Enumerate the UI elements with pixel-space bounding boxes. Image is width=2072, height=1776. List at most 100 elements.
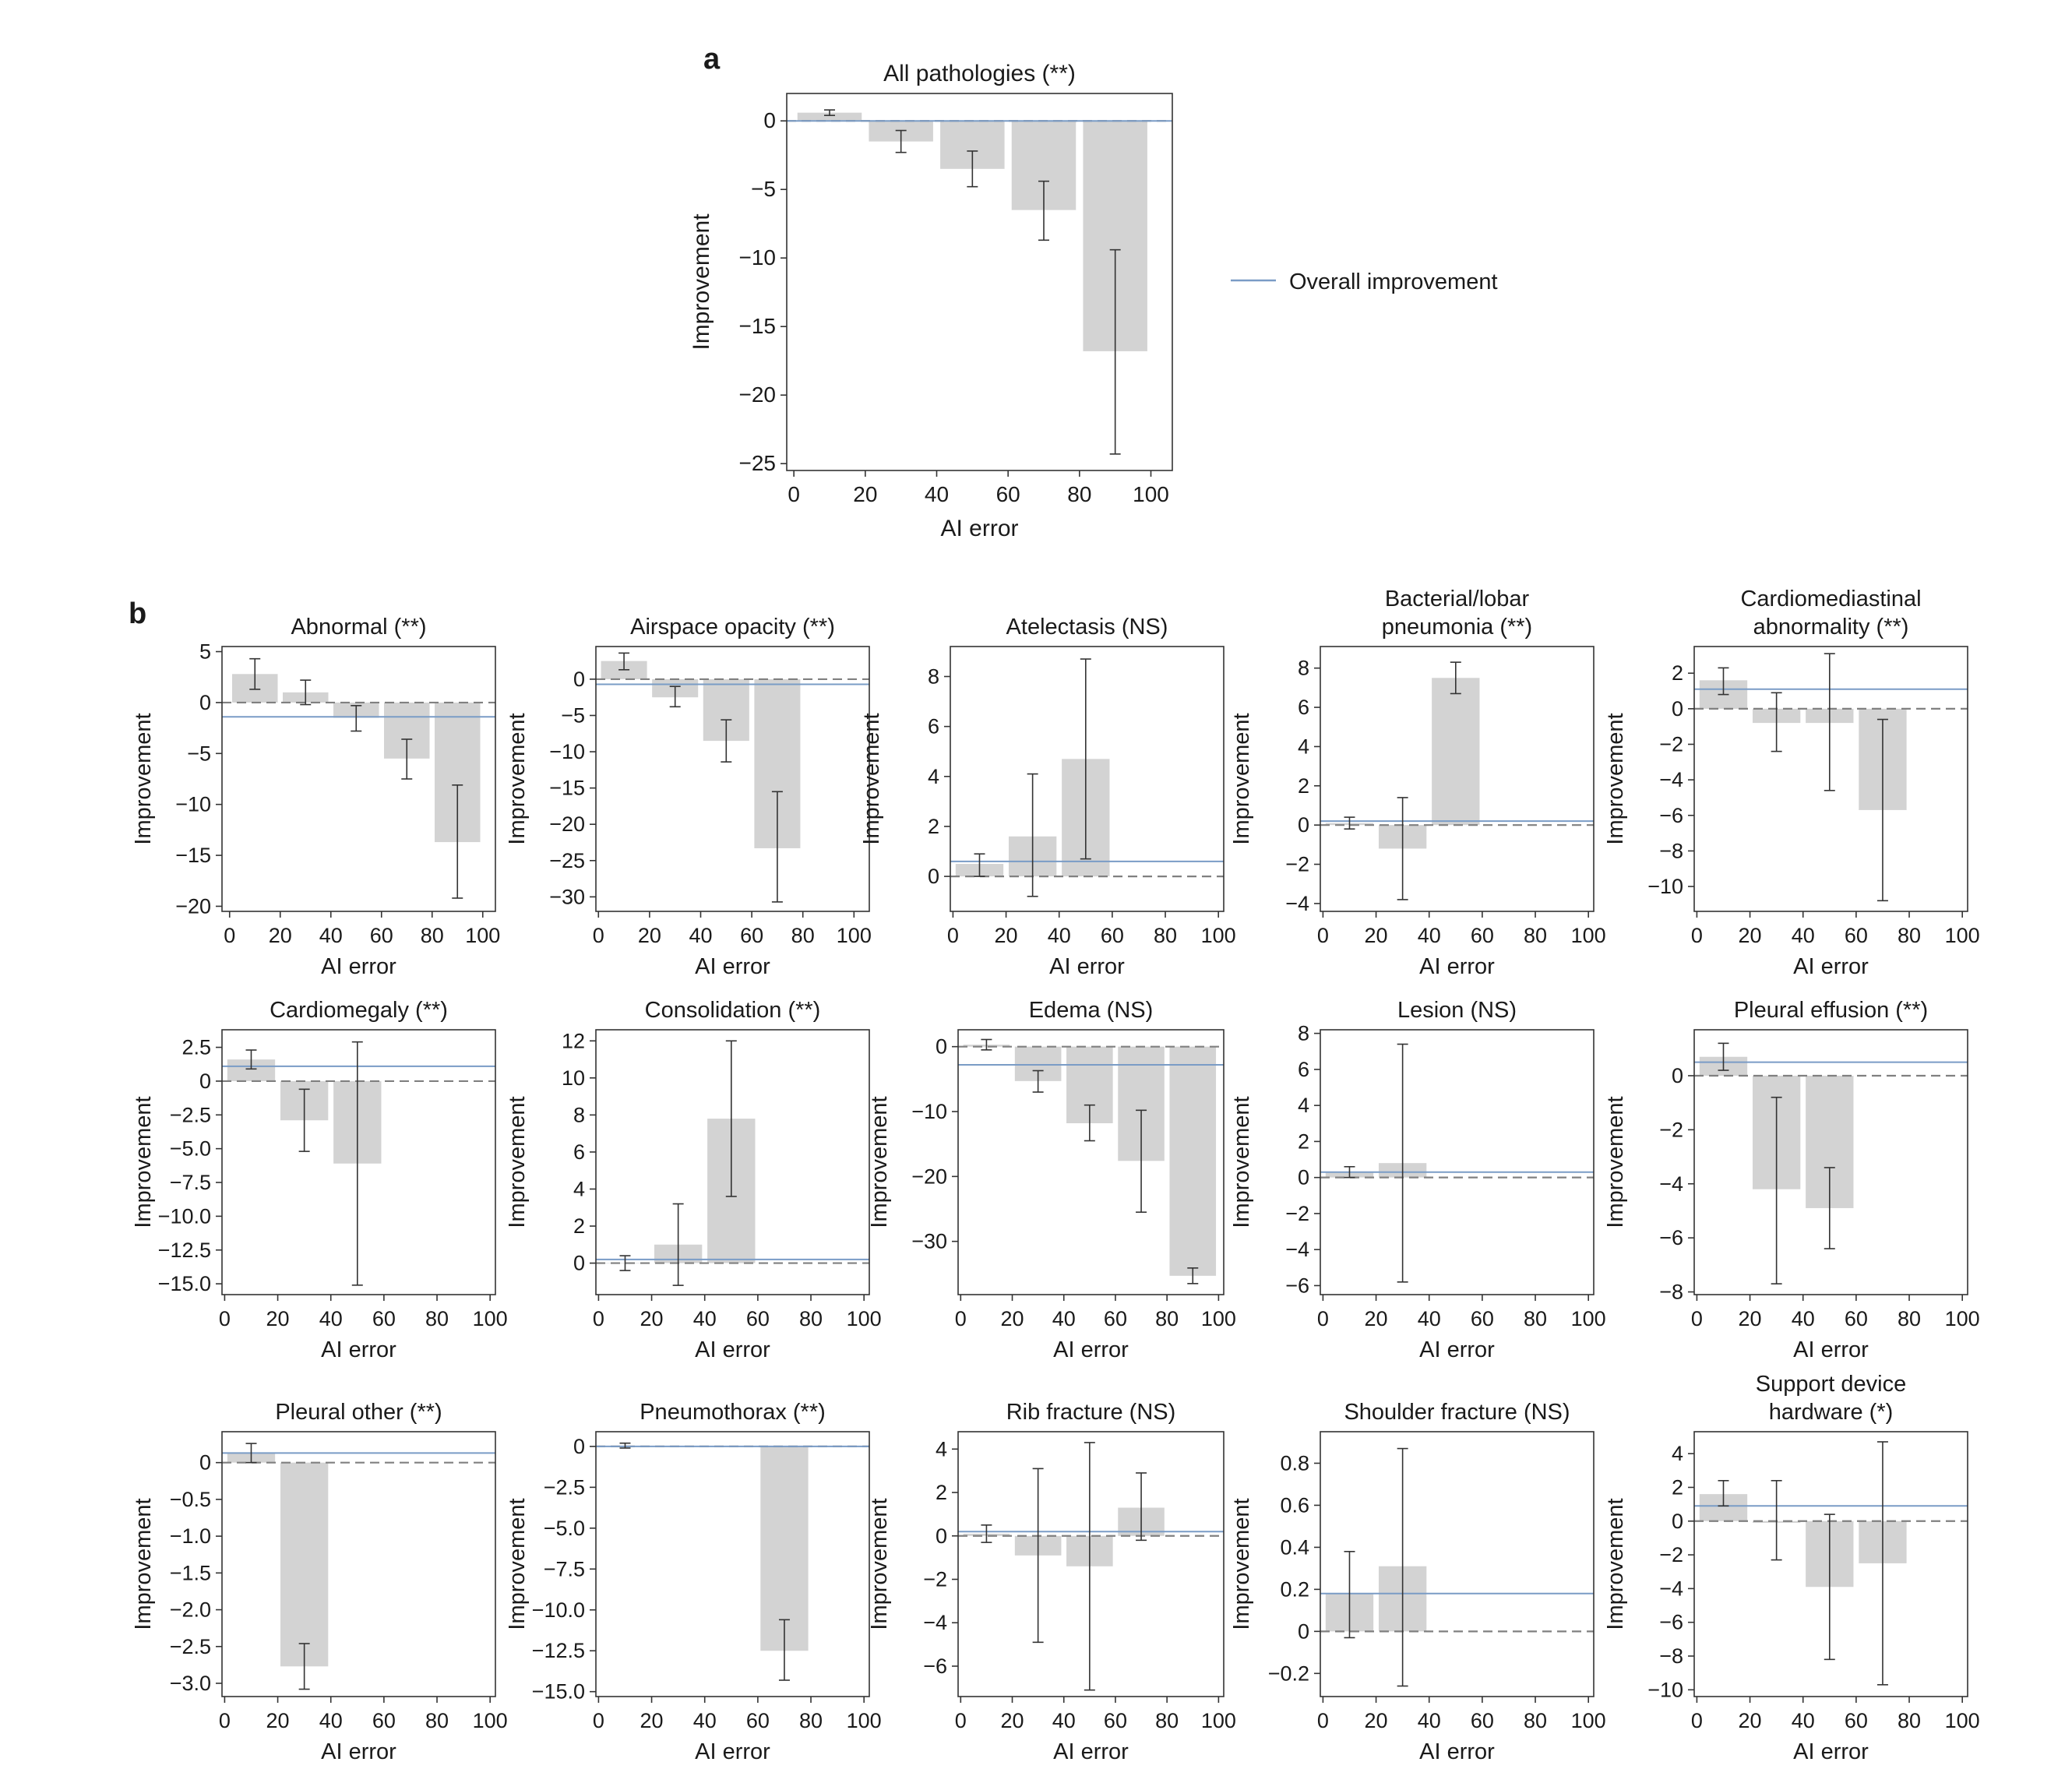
plot-frame — [595, 1431, 870, 1697]
x-tick-label: 80 — [1524, 924, 1547, 947]
legend: Overall improvement — [1231, 270, 1498, 294]
x-tick-label: 20 — [1365, 1307, 1388, 1330]
y-tick-label: 0 — [573, 1252, 585, 1275]
y-tick-label: 4 — [928, 765, 939, 788]
x-tick-label: 40 — [1792, 1307, 1815, 1330]
x-tick-label: 0 — [219, 1709, 231, 1732]
error-bar — [1084, 1442, 1095, 1691]
x-tick-label: 20 — [1365, 924, 1388, 947]
y-axis-label: Improvement — [867, 1096, 892, 1228]
bar — [1169, 1046, 1217, 1276]
error-bar — [298, 1643, 310, 1690]
y-tick-label: 6 — [573, 1140, 585, 1164]
y-tick-label: −6 — [1659, 1611, 1683, 1634]
x-tick-label: 20 — [1739, 1709, 1762, 1732]
x-tick-label: 80 — [1524, 1307, 1547, 1330]
chart-title: Airspace opacity (**) — [630, 615, 835, 640]
x-tick-label: 100 — [847, 1307, 882, 1330]
x-tick-label: 0 — [1691, 1709, 1703, 1732]
error-bar — [1824, 1513, 1835, 1661]
y-tick-label: −2 — [1659, 733, 1683, 756]
y-tick-label: −15 — [739, 314, 777, 338]
y-tick-label: 2 — [928, 815, 939, 838]
y-tick-label: 8 — [928, 664, 939, 688]
y-tick-label: −4 — [1285, 892, 1309, 915]
y-tick-label: 4 — [573, 1177, 585, 1200]
plot-frame — [1320, 1029, 1595, 1295]
y-tick-label: −4 — [1659, 768, 1683, 791]
panel-label-b: b — [129, 597, 146, 630]
chart-12: 0 −0.5 −1.0 −1.5 −2.0 −2.5 −3.0 0 20 40 60 80 100 AI … — [131, 1400, 508, 1764]
x-tick-label: 80 — [425, 1709, 449, 1732]
y-axis-label: Improvement — [1603, 713, 1628, 844]
bar — [797, 112, 862, 122]
error-bar — [895, 129, 907, 153]
chart-title: abnormality (**) — [1753, 615, 1909, 640]
x-tick-label: 60 — [746, 1709, 770, 1732]
error-bar — [669, 685, 681, 708]
y-tick-label: 4 — [1672, 1442, 1683, 1465]
chart-title: pneumonia (**) — [1382, 615, 1532, 640]
x-tick-label: 0 — [1691, 924, 1703, 947]
x-tick-label: 40 — [1052, 1307, 1076, 1330]
x-tick-label: 40 — [1418, 924, 1441, 947]
x-tick-label: 20 — [853, 482, 877, 506]
x-tick-label: 60 — [1845, 1709, 1868, 1732]
y-tick-label: 5 — [199, 640, 211, 664]
x-tick-label: 100 — [473, 1709, 508, 1732]
x-tick-label: 0 — [593, 1307, 604, 1330]
x-tick-label: 100 — [473, 1307, 508, 1330]
x-tick-label: 20 — [1001, 1709, 1024, 1732]
chart-title: Cardiomegaly (**) — [270, 998, 448, 1023]
y-tick-label: −25 — [739, 451, 777, 475]
x-axis-label: AI error — [695, 954, 770, 979]
chart-11: 0 −2 −4 −6 −8 0 20 40 60 80 100 AI error Improvement… — [1603, 998, 1980, 1362]
y-tick-label: −5.0 — [170, 1137, 211, 1161]
x-tick-label: 60 — [370, 924, 393, 947]
x-tick-label: 20 — [640, 1307, 664, 1330]
y-tick-label: −20 — [911, 1165, 947, 1188]
bar — [280, 1462, 329, 1667]
y-tick-label: −4 — [1659, 1577, 1683, 1600]
x-tick-label: 20 — [269, 924, 292, 947]
y-tick-label: −6 — [1659, 1226, 1683, 1249]
y-tick-label: −4 — [1285, 1238, 1309, 1261]
error-bar — [1187, 1267, 1199, 1284]
x-axis-label: AI error — [321, 1337, 396, 1362]
chart-title: Shoulder fracture (NS) — [1344, 1400, 1570, 1425]
chart-title: All pathologies (**) — [883, 61, 1076, 86]
x-tick-label: 80 — [425, 1307, 449, 1330]
x-tick-label: 100 — [1945, 1709, 1980, 1732]
y-tick-label: 2 — [1298, 774, 1309, 798]
chart-title: Atelectasis (NS) — [1006, 615, 1168, 640]
x-tick-label: 80 — [791, 924, 815, 947]
x-tick-label: 0 — [1317, 1307, 1329, 1330]
y-tick-label: −2 — [1659, 1118, 1683, 1141]
y-tick-label: −7.5 — [544, 1557, 585, 1580]
error-bar — [351, 1041, 363, 1286]
y-tick-label: −25 — [549, 849, 585, 872]
y-axis-label: Improvement — [689, 213, 714, 351]
x-axis-label: AI error — [1049, 954, 1125, 979]
y-axis-label: Improvement — [859, 713, 884, 844]
x-tick-label: 20 — [995, 924, 1018, 947]
error-bar — [619, 1442, 631, 1449]
y-tick-label: 2 — [936, 1481, 947, 1504]
x-tick-label: 0 — [788, 482, 800, 506]
y-axis-label: Improvement — [1603, 1498, 1628, 1630]
y-tick-label: 0.8 — [1280, 1451, 1309, 1475]
x-tick-label: 60 — [1104, 1307, 1127, 1330]
x-tick-label: 80 — [1155, 1307, 1179, 1330]
y-tick-label: −10 — [549, 740, 585, 763]
x-tick-label: 100 — [465, 924, 500, 947]
x-tick-label: 100 — [1571, 1307, 1606, 1330]
y-tick-label: −6 — [1659, 804, 1683, 827]
y-tick-label: −0.5 — [170, 1488, 211, 1511]
error-bar — [618, 652, 630, 671]
plot-frame — [1320, 646, 1595, 912]
plot-frame — [595, 646, 870, 912]
y-tick-label: −7.5 — [170, 1171, 211, 1194]
chart-title: Rib fracture (NS) — [1006, 1400, 1176, 1425]
plot-frame — [786, 93, 1173, 471]
